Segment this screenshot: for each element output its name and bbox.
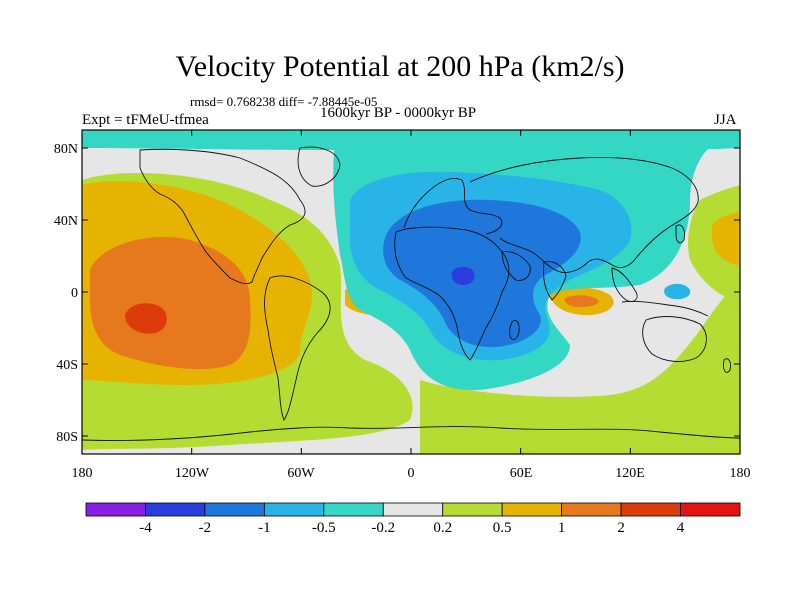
colorbar-label: 1 [557,520,566,536]
lat-label-80s: 80S [56,430,78,445]
chart-title: Velocity Potential at 200 hPa (km2/s) [175,50,625,83]
lon-label-60w: 60W [287,466,315,481]
colorbar-label: -2 [198,520,212,536]
lat-label-0: 0 [71,286,78,301]
colorbar-label: -0.5 [311,520,336,536]
colorbar-label: 0.5 [492,520,512,536]
positive-strong-pacific [90,236,251,370]
africa-coast [394,226,510,361]
arabia-coast [501,251,531,281]
antarctica-coast [81,426,741,441]
coastlines [81,146,741,441]
lat-label-80n: 80N [53,142,78,157]
positive-mid-east [712,212,740,265]
colorbar-swatch [204,502,265,517]
colorbar-label: -1 [258,520,271,536]
colorbar-label: -4 [139,520,152,536]
colorbar-swatch [442,502,503,517]
positive-max-pacific [125,303,167,334]
negative-mid-maritime [664,283,691,300]
negative-weak-arctic [82,130,740,153]
experiment-label: Expt = tFMeU-tfmea [82,112,209,128]
lon-label-60e: 60E [509,466,533,481]
negative-max [451,266,475,285]
europe-coast [403,178,503,235]
colorbar-label: 2 [617,520,625,536]
colorbar-swatch [145,502,206,517]
axis-ticks [81,130,741,454]
lon-label-0: 0 [407,466,415,481]
indonesia-coast [621,301,709,317]
new-zealand-coast [723,358,731,373]
stats-text: rmsd= 0.768238 diff= -7.88445e-05 [190,94,378,109]
positive-weak-southern [420,270,740,454]
colorbar-swatch [561,502,622,517]
colorbar-label: -0.2 [371,520,396,536]
period-label: 1600kyr BP - 0000kyr BP [320,105,477,121]
colorbar [85,502,741,517]
colorbar-swatch [263,502,325,517]
colorbar-swatch [501,502,563,517]
colorbar-label: 4 [676,520,685,536]
lat-label-40s: 40S [56,358,78,373]
india-coast [543,261,567,301]
colorbar-swatch [620,502,681,517]
lon-label-180e: 180 [729,466,751,481]
lon-label-120w: 120W [174,466,210,481]
colorbar-swatch [85,502,146,517]
south-america-coast [264,275,331,422]
season-label: JJA [714,112,737,128]
positive-strong-indian [564,295,599,307]
japan-coast [675,224,685,244]
field-layer [82,130,740,454]
lat-label-40n: 40N [53,214,78,229]
colorbar-swatch [382,502,444,517]
negative-strong [383,199,581,348]
lon-label-120e: 120E [615,466,645,481]
asia-coast [469,157,699,273]
greenland-coast [297,146,341,187]
colorbar-swatch [680,502,741,517]
colorbar-label: 0.2 [433,520,453,536]
lon-label-180w: 180 [71,466,93,481]
southeast-asia-coast [611,267,638,303]
australia-coast [642,316,707,362]
north-america-coast [139,148,306,285]
madagascar-coast [509,320,520,340]
colorbar-swatch [323,502,384,517]
